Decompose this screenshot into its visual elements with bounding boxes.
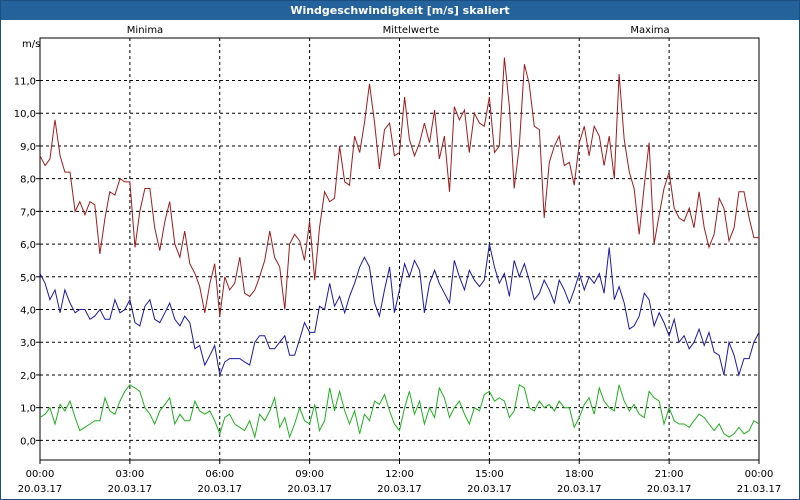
- x-axis: 00:00 20.03.17 03:00 20.03.17 06:00 20.03.17 0…: [18, 460, 782, 495]
- y-tick-label: 9,0: [20, 142, 36, 153]
- x-tick-label-date: 20.03.17: [467, 484, 512, 495]
- series-mittelwerte-line: [39, 243, 760, 377]
- y-axis: 0,0 1,0 2,0 3,0 4,0 5,0 6,0 7,0 8,0 9,0 10,0 11,0: [14, 77, 40, 447]
- x-tick-label-date: 20.03.17: [287, 484, 332, 495]
- series-maxima-line: [39, 57, 759, 317]
- y-tick-label: 7,0: [20, 207, 36, 218]
- x-tick-label-date: 21.03.17: [737, 484, 782, 495]
- legend-mittelwerte: Mittelwerte: [383, 25, 440, 36]
- x-tick-label-date: 20.03.17: [18, 484, 63, 495]
- y-tick-label: 1,0: [20, 404, 36, 415]
- x-tick-label-time: 00:00: [745, 469, 774, 480]
- y-tick-label: 3,0: [20, 338, 36, 349]
- y-tick-label: 8,0: [20, 175, 36, 186]
- y-tick-label: 11,0: [14, 77, 36, 88]
- x-tick-label-date: 20.03.17: [647, 484, 692, 495]
- y-tick-label: 5,0: [20, 273, 36, 284]
- legend-minima: Minima: [127, 25, 163, 36]
- x-tick-label-time: 09:00: [295, 469, 324, 480]
- y-axis-label: m/s: [22, 39, 40, 50]
- y-tick-label: 0,0: [20, 436, 36, 447]
- x-tick-label-date: 20.03.17: [557, 484, 602, 495]
- x-tick-label-time: 21:00: [655, 469, 684, 480]
- x-tick-label-date: 20.03.17: [108, 484, 153, 495]
- x-tick-label-time: 18:00: [565, 469, 594, 480]
- legend-maxima: Maxima: [630, 25, 669, 36]
- y-tick-label: 4,0: [20, 306, 36, 317]
- grid: [40, 38, 759, 460]
- series-minima-line: [39, 383, 760, 440]
- x-tick-label-time: 06:00: [205, 469, 234, 480]
- x-tick-label-time: 03:00: [115, 469, 144, 480]
- x-tick-label-time: 12:00: [385, 469, 414, 480]
- y-tick-label: 10,0: [14, 109, 36, 120]
- x-tick-label-date: 20.03.17: [197, 484, 242, 495]
- x-tick-label-time: 00:00: [26, 469, 55, 480]
- window-title: Windgeschwindigkeit [m/s] skaliert: [1, 1, 799, 20]
- y-tick-label: 6,0: [20, 240, 36, 251]
- x-tick-label-time: 15:00: [475, 469, 504, 480]
- series-lines: [39, 57, 760, 440]
- x-tick-label-date: 20.03.17: [377, 484, 422, 495]
- y-tick-label: 2,0: [20, 371, 36, 382]
